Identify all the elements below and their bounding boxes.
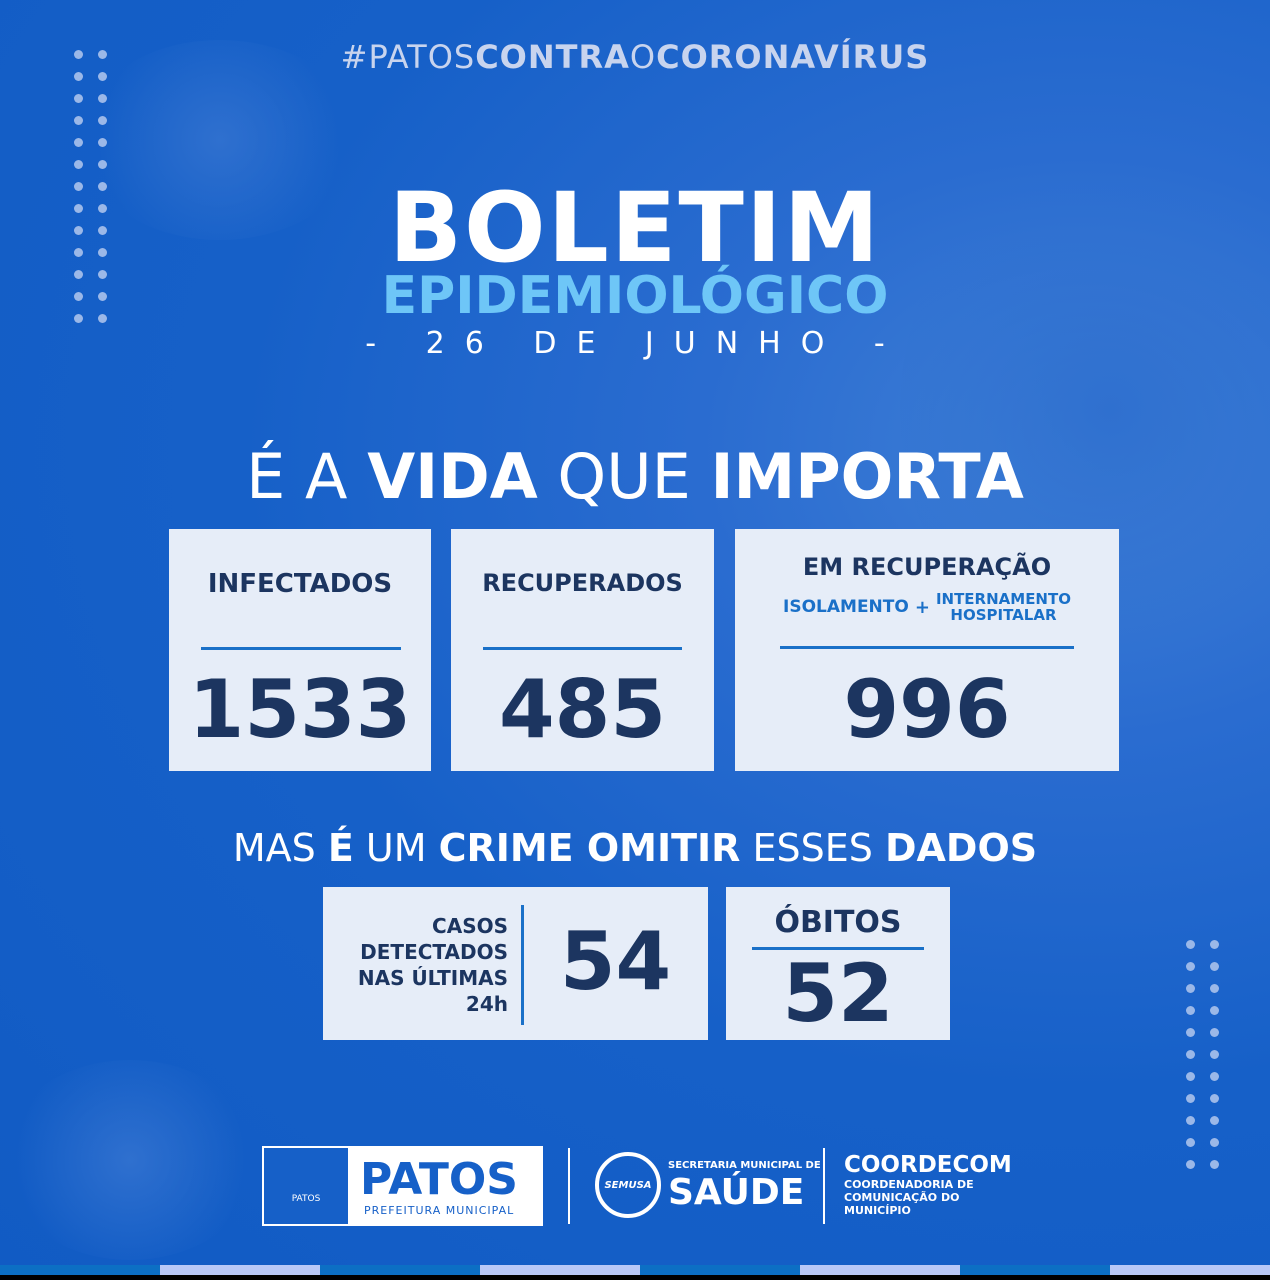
dot	[98, 160, 107, 169]
stat-em-recuperacao: EM RECUPERAÇÃO ISOLAMENTO + INTERNAMENTO…	[735, 529, 1119, 771]
dot	[1210, 984, 1219, 993]
dot	[1210, 1138, 1219, 1147]
dot	[1210, 962, 1219, 971]
dot	[98, 248, 107, 257]
footer-stripe	[0, 1265, 160, 1275]
divider	[483, 647, 682, 650]
dot	[98, 204, 107, 213]
city-crest-icon: PATOS	[264, 1148, 348, 1224]
page-title: BOLETIM	[388, 172, 882, 284]
stat-label: ÓBITOS	[774, 905, 902, 940]
semusa-logo-icon: SEMUSA	[595, 1152, 661, 1218]
dot	[98, 116, 107, 125]
footer-stripe	[160, 1265, 320, 1275]
divider	[823, 1148, 825, 1224]
virus-decoration	[80, 40, 360, 240]
stat-recuperados: RECUPERADOS 485	[451, 529, 714, 771]
dot	[74, 204, 83, 213]
divider	[521, 905, 524, 1025]
divider	[568, 1148, 570, 1224]
stat-infectados: INFECTADOS 1533	[169, 529, 431, 771]
stat-value: 485	[499, 663, 666, 756]
coordecom-logo: COORDECOM COORDENADORIA DE COMUNICAÇÃO D…	[844, 1152, 1012, 1217]
stat-label: RECUPERADOS	[482, 569, 683, 597]
dot	[1186, 1028, 1195, 1037]
dot	[98, 270, 107, 279]
dot	[1210, 1028, 1219, 1037]
dot	[74, 116, 83, 125]
dot	[98, 72, 107, 81]
dot	[74, 138, 83, 147]
page-subtitle: EPIDEMIOLÓGICO	[381, 266, 889, 326]
saude-logo-top: SECRETARIA MUNICIPAL DE	[668, 1160, 821, 1171]
dot	[98, 292, 107, 301]
stat-label: EM RECUPERAÇÃO	[802, 553, 1052, 581]
stat-value: 996	[843, 663, 1011, 756]
footer-stripe	[320, 1265, 480, 1275]
dot	[74, 182, 83, 191]
dot	[1210, 1050, 1219, 1059]
stat-sublabel: ISOLAMENTO + INTERNAMENTO HOSPITALAR	[783, 590, 1071, 624]
dot	[98, 182, 107, 191]
dot	[1186, 984, 1195, 993]
footer-stripe	[480, 1265, 640, 1275]
dot	[1186, 1094, 1195, 1103]
dot	[98, 94, 107, 103]
virus-decoration	[0, 1060, 260, 1260]
slogan-secondary: MAS É UM CRIME OMITIR ESSES DADOS	[232, 826, 1038, 870]
dot	[74, 160, 83, 169]
dot	[74, 314, 83, 323]
divider	[201, 647, 401, 650]
saude-logo: SAÚDE	[668, 1172, 805, 1213]
footer-stripe	[640, 1265, 800, 1275]
dot	[1186, 962, 1195, 971]
stat-casos-24h: CASOS DETECTADOS NAS ÚLTIMAS 24h 54	[323, 887, 708, 1040]
dot	[1186, 1138, 1195, 1147]
dot	[74, 270, 83, 279]
dot	[1210, 1072, 1219, 1081]
divider	[752, 947, 924, 950]
stat-label: INFECTADOS	[207, 569, 393, 599]
dot	[98, 138, 107, 147]
slogan: É A VIDA QUE IMPORTA	[246, 440, 1024, 513]
dot-pattern	[1186, 940, 1219, 1169]
dot	[98, 50, 107, 59]
footer-stripe	[960, 1265, 1110, 1275]
dot	[1186, 1050, 1195, 1059]
hashtag: #PATOSCONTRAOCORONAVÍRUS	[340, 38, 930, 76]
dot	[1210, 1116, 1219, 1125]
stat-value: 52	[782, 947, 894, 1040]
dot	[1210, 940, 1219, 949]
dot	[74, 72, 83, 81]
dot	[74, 292, 83, 301]
dot-pattern	[74, 50, 107, 323]
dot	[74, 50, 83, 59]
dot	[1210, 1006, 1219, 1015]
stat-value: 54	[559, 915, 672, 1008]
dot	[1186, 940, 1195, 949]
patos-logo: PATOS PATOS PREFEITURA MUNICIPAL	[262, 1146, 543, 1226]
footer-stripe	[800, 1265, 960, 1275]
stat-value: 1533	[188, 663, 412, 756]
dot	[98, 314, 107, 323]
dot	[1210, 1094, 1219, 1103]
dot	[1210, 1160, 1219, 1169]
dot	[1186, 1116, 1195, 1125]
dot	[74, 248, 83, 257]
bulletin-date: - 26 DE JUNHO -	[365, 326, 905, 361]
dot	[1186, 1006, 1195, 1015]
stat-obitos: ÓBITOS 52	[726, 887, 950, 1040]
dot	[74, 94, 83, 103]
stat-label: CASOS DETECTADOS NAS ÚLTIMAS 24h	[357, 914, 508, 1016]
dot	[74, 226, 83, 235]
divider	[780, 646, 1074, 649]
dot	[98, 226, 107, 235]
footer-stripe	[1110, 1265, 1270, 1275]
dot	[1186, 1160, 1195, 1169]
dot	[1186, 1072, 1195, 1081]
